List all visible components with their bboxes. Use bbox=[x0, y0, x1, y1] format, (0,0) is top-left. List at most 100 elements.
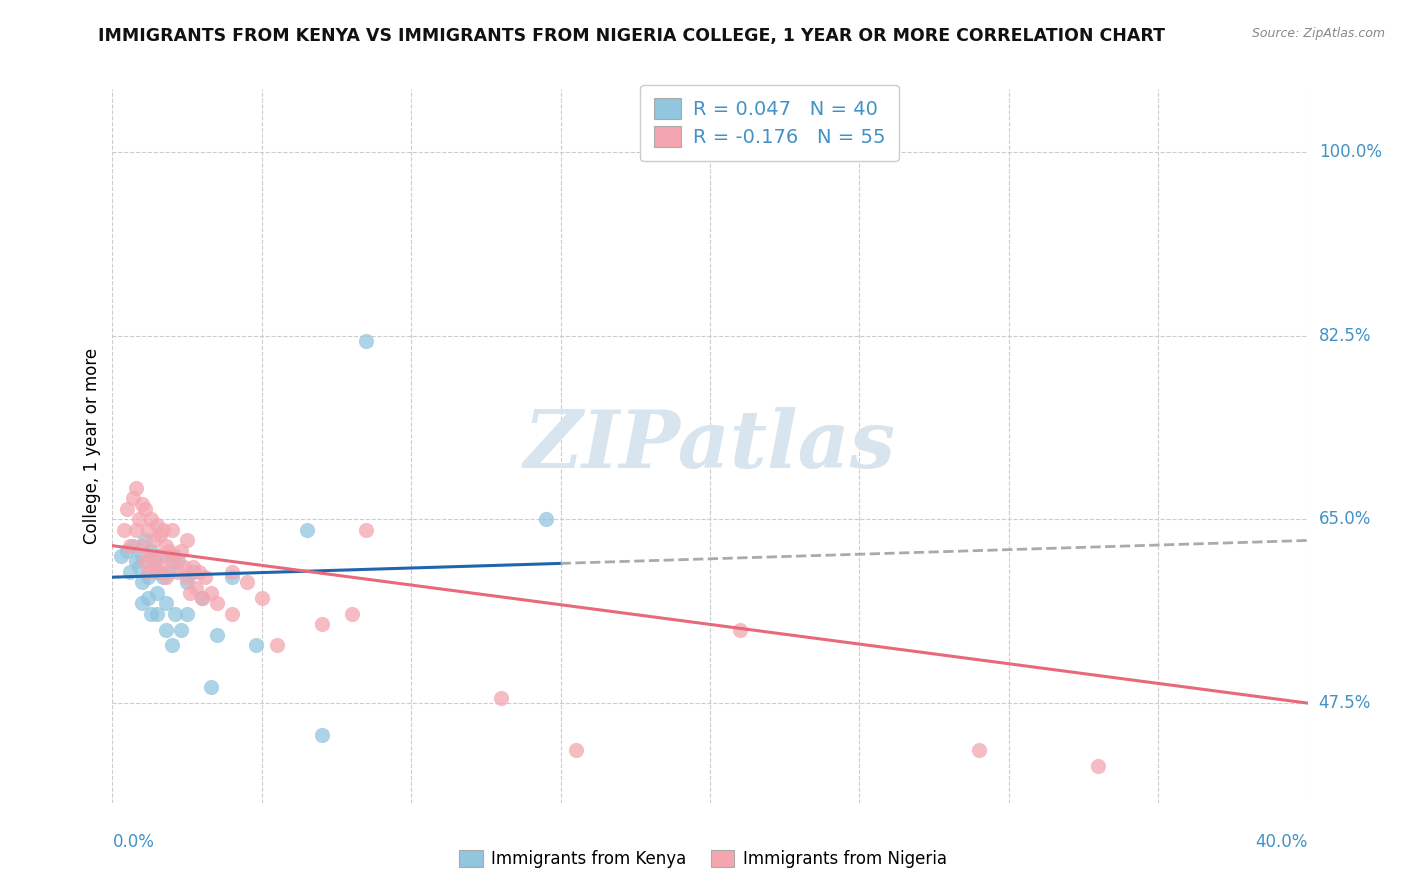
Point bbox=[165, 607, 187, 621]
Point bbox=[120, 539, 142, 553]
Point bbox=[128, 559, 150, 574]
Point bbox=[155, 623, 177, 637]
Point bbox=[205, 596, 228, 610]
Point bbox=[138, 565, 160, 579]
Point bbox=[356, 523, 378, 537]
Point bbox=[117, 502, 139, 516]
Point bbox=[114, 523, 135, 537]
Point bbox=[179, 586, 201, 600]
Point bbox=[173, 559, 195, 574]
Point bbox=[131, 575, 153, 590]
Point bbox=[162, 549, 183, 564]
Point bbox=[125, 481, 148, 495]
Point bbox=[157, 544, 180, 558]
Point bbox=[236, 575, 259, 590]
Point bbox=[141, 544, 163, 558]
Point bbox=[170, 544, 193, 558]
Point bbox=[146, 607, 169, 621]
Point bbox=[167, 565, 190, 579]
Text: 65.0%: 65.0% bbox=[1319, 510, 1371, 528]
Point bbox=[131, 549, 153, 564]
Point bbox=[138, 591, 160, 606]
Point bbox=[162, 523, 183, 537]
Point bbox=[221, 570, 243, 584]
Text: ZIPatlas: ZIPatlas bbox=[524, 408, 896, 484]
Text: 0.0%: 0.0% bbox=[112, 833, 155, 851]
Point bbox=[131, 539, 153, 553]
Point bbox=[128, 512, 150, 526]
Point bbox=[141, 549, 163, 564]
Point bbox=[131, 596, 153, 610]
Point bbox=[138, 523, 160, 537]
Point bbox=[146, 517, 169, 532]
Point bbox=[146, 549, 169, 564]
Point bbox=[125, 554, 148, 568]
Point bbox=[122, 539, 145, 553]
Point bbox=[356, 334, 378, 348]
Point bbox=[200, 586, 222, 600]
Point bbox=[564, 743, 586, 757]
Point bbox=[149, 565, 172, 579]
Point bbox=[194, 570, 217, 584]
Point bbox=[266, 639, 288, 653]
Text: 82.5%: 82.5% bbox=[1319, 326, 1371, 345]
Point bbox=[131, 497, 153, 511]
Point bbox=[167, 554, 190, 568]
Point bbox=[311, 617, 333, 632]
Point bbox=[176, 533, 198, 548]
Point bbox=[191, 591, 214, 606]
Point bbox=[245, 639, 267, 653]
Point bbox=[186, 581, 208, 595]
Point bbox=[134, 554, 156, 568]
Point bbox=[221, 607, 243, 621]
Text: Source: ZipAtlas.com: Source: ZipAtlas.com bbox=[1251, 27, 1385, 40]
Point bbox=[250, 591, 273, 606]
Point bbox=[138, 570, 160, 584]
Point bbox=[157, 565, 180, 579]
Point bbox=[162, 554, 183, 568]
Text: 47.5%: 47.5% bbox=[1319, 694, 1371, 712]
Point bbox=[1087, 759, 1109, 773]
Point bbox=[152, 523, 174, 537]
Legend: Immigrants from Kenya, Immigrants from Nigeria: Immigrants from Kenya, Immigrants from N… bbox=[453, 843, 953, 875]
Point bbox=[176, 570, 198, 584]
Point bbox=[200, 681, 222, 695]
Point bbox=[143, 554, 166, 568]
Point bbox=[489, 690, 512, 705]
Point bbox=[176, 575, 198, 590]
Point bbox=[221, 565, 243, 579]
Point bbox=[155, 539, 177, 553]
Point bbox=[155, 596, 177, 610]
Point bbox=[120, 565, 142, 579]
Legend: R = 0.047   N = 40, R = -0.176   N = 55: R = 0.047 N = 40, R = -0.176 N = 55 bbox=[641, 85, 898, 161]
Point bbox=[146, 586, 169, 600]
Point bbox=[125, 523, 148, 537]
Point bbox=[152, 570, 174, 584]
Point bbox=[155, 570, 177, 584]
Text: 100.0%: 100.0% bbox=[1319, 143, 1382, 161]
Point bbox=[117, 544, 139, 558]
Point bbox=[340, 607, 363, 621]
Point bbox=[311, 728, 333, 742]
Point bbox=[967, 743, 990, 757]
Point bbox=[152, 559, 174, 574]
Point bbox=[295, 523, 318, 537]
Point bbox=[141, 512, 163, 526]
Point bbox=[170, 623, 193, 637]
Point bbox=[162, 639, 183, 653]
Text: 40.0%: 40.0% bbox=[1256, 833, 1308, 851]
Text: IMMIGRANTS FROM KENYA VS IMMIGRANTS FROM NIGERIA COLLEGE, 1 YEAR OR MORE CORRELA: IMMIGRANTS FROM KENYA VS IMMIGRANTS FROM… bbox=[98, 27, 1166, 45]
Point bbox=[110, 549, 132, 564]
Point bbox=[141, 607, 163, 621]
Point bbox=[181, 559, 204, 574]
Point bbox=[165, 549, 187, 564]
Point bbox=[146, 565, 169, 579]
Point bbox=[134, 533, 156, 548]
Point bbox=[728, 623, 751, 637]
Point bbox=[534, 512, 557, 526]
Point bbox=[122, 491, 145, 506]
Point bbox=[188, 565, 211, 579]
Point bbox=[205, 628, 228, 642]
Point bbox=[149, 549, 172, 564]
Point bbox=[143, 559, 166, 574]
